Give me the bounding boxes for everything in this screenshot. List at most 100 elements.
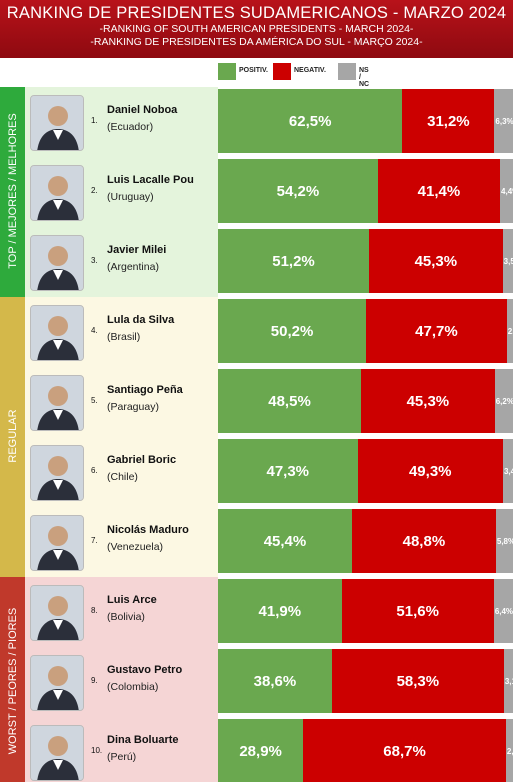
president-name: Luis Lacalle Pou bbox=[107, 174, 194, 186]
rank-number: 4. bbox=[91, 326, 98, 335]
ranking-row: 8. Luis Arce (Bolivia) 41,9% 51,6% 6,4% bbox=[25, 577, 513, 647]
bar-nsnc: 2,1% bbox=[506, 299, 513, 363]
president-name: Dina Boluarte bbox=[107, 734, 179, 746]
bar-nsnc: 3,4% bbox=[502, 439, 513, 503]
stacked-bar: 45,4%48,8%5,8% bbox=[218, 509, 513, 573]
stacked-bar: 48,5% 45,3% 6,2% bbox=[218, 369, 513, 433]
president-country: (Ecuador) bbox=[107, 121, 154, 133]
bar-negative: 47,7% bbox=[366, 299, 507, 363]
bar-positive: 38,6% bbox=[218, 649, 332, 713]
band-strip bbox=[0, 87, 25, 297]
rank-number: 8. bbox=[91, 606, 98, 615]
subtitle-en: -RANKING OF SOUTH AMERICAN PRESIDENTS - … bbox=[99, 23, 414, 35]
ranking-row: 5. Santiago Peña (Paraguay) 48,5% 45,3% 6,2% bbox=[25, 367, 513, 437]
subtitle-pt: -RANKING DE PRESIDENTES DA AMÉRICA DO SU… bbox=[90, 36, 423, 48]
ranking-row: 6. Gabriel Boric (Chile) 47,3%49,3%3,4% bbox=[25, 437, 513, 507]
president-name: Nicolás Maduro bbox=[107, 524, 189, 536]
bar-nsnc: 3,5% bbox=[502, 229, 513, 293]
bar-nsnc: 6,2% bbox=[494, 369, 513, 433]
legend-label: POSITIV. bbox=[239, 67, 268, 74]
legend-label: NEGATIV. bbox=[294, 67, 326, 74]
bar-nsnc: 3,1% bbox=[503, 649, 513, 713]
bar-negative: 49,3% bbox=[357, 439, 503, 503]
ranking-row: 7. Nicolás Maduro (Venezuela) 45,4% 48,8% 5,8… bbox=[25, 507, 513, 577]
rank-number: 7. bbox=[91, 536, 98, 545]
rank-number: 10. bbox=[91, 746, 103, 755]
ranking-row: 2. Luis Lacalle Pou (Uruguay) 54,2% 41,4% 4,4… bbox=[25, 157, 513, 227]
president-country: (Argentina) bbox=[107, 261, 159, 273]
president-name: Gabriel Boric bbox=[107, 454, 177, 466]
stacked-bar: 47,3%49,3%3,4% bbox=[218, 439, 513, 503]
president-country: (Perú) bbox=[107, 751, 137, 763]
bar-negative: 41,4% bbox=[377, 159, 500, 223]
legend-swatch bbox=[218, 63, 236, 80]
bar-negative: 31,2% bbox=[402, 89, 495, 153]
president-photo bbox=[30, 235, 84, 291]
president-photo bbox=[30, 585, 84, 641]
president-country: (Venezuela) bbox=[107, 541, 164, 553]
legend-swatch bbox=[273, 63, 291, 80]
ranking-row: 3. Javier Milei (Argentina) 51,2%45,3%3,5% bbox=[25, 227, 513, 297]
president-photo bbox=[30, 445, 84, 501]
band-strip bbox=[0, 577, 25, 782]
band-label: WORST / PEORES / PIORES bbox=[6, 607, 19, 755]
bar-negative: 51,6% bbox=[341, 579, 494, 643]
president-photo bbox=[30, 725, 84, 781]
president-name: Javier Milei bbox=[107, 244, 167, 256]
president-country: (Colombia) bbox=[107, 681, 159, 693]
bar-positive: 47,3% bbox=[218, 439, 358, 503]
bar-positive: 45,4% bbox=[218, 509, 352, 573]
president-country: (Chile) bbox=[107, 471, 138, 483]
ranking-row: 9. Gustavo Petro (Colombia) 38,6%58,3%3,1% bbox=[25, 647, 513, 717]
president-country: (Uruguay) bbox=[107, 191, 154, 203]
bar-negative: 48,8% bbox=[351, 509, 496, 573]
rank-number: 5. bbox=[91, 396, 98, 405]
bar-positive: 28,9% bbox=[218, 719, 304, 782]
bar-negative: 45,3% bbox=[369, 229, 503, 293]
legend: POSITIV. NEGATIV. NS / NC bbox=[0, 63, 513, 88]
bar-positive: 41,9% bbox=[218, 579, 342, 643]
bar-positive: 54,2% bbox=[218, 159, 378, 223]
bar-nsnc: 4,4% bbox=[500, 159, 513, 223]
president-photo bbox=[30, 305, 84, 361]
bar-positive: 48,5% bbox=[218, 369, 362, 433]
president-country: (Brasil) bbox=[107, 331, 141, 343]
bar-nsnc: 6,4% bbox=[493, 579, 513, 643]
rank-number: 3. bbox=[91, 256, 98, 265]
president-name: Daniel Noboa bbox=[107, 104, 178, 116]
president-photo bbox=[30, 375, 84, 431]
president-name: Gustavo Petro bbox=[107, 664, 183, 676]
band-label: REGULAR bbox=[6, 409, 19, 463]
stacked-bar: 28,9%68,7%2,4% bbox=[218, 719, 513, 782]
bar-negative: 68,7% bbox=[303, 719, 506, 782]
rank-number: 6. bbox=[91, 466, 98, 475]
bar-positive: 51,2% bbox=[218, 229, 370, 293]
stacked-bar: 38,6%58,3%3,1% bbox=[218, 649, 513, 713]
rank-number: 1. bbox=[91, 116, 98, 125]
bar-nsnc: 2,4% bbox=[505, 719, 513, 782]
legend-label: NS / NC bbox=[359, 67, 370, 88]
president-photo bbox=[30, 655, 84, 711]
bar-positive: 62,5% bbox=[218, 89, 403, 153]
chart-title: RANKING DE PRESIDENTES SUDAMERICANOS - M… bbox=[6, 4, 507, 22]
ranking-row: 1. Daniel Noboa (Ecuador) 62,5% 31,2% 6,3% bbox=[25, 87, 513, 157]
president-country: (Paraguay) bbox=[107, 401, 159, 413]
stacked-bar: 41,9% 51,6% 6,4% bbox=[218, 579, 513, 643]
band-label: TOP / MEJORES / MELHORES bbox=[6, 113, 19, 269]
legend-swatch bbox=[338, 63, 356, 80]
rank-number: 2. bbox=[91, 186, 98, 195]
stacked-bar: 51,2%45,3%3,5% bbox=[218, 229, 513, 293]
rank-number: 9. bbox=[91, 676, 98, 685]
president-name: Lula da Silva bbox=[107, 314, 175, 326]
president-photo bbox=[30, 515, 84, 571]
ranking-row: 4. Lula da Silva (Brasil) 50,2%47,7%2,1% bbox=[25, 297, 513, 367]
president-country: (Bolivia) bbox=[107, 611, 145, 623]
president-photo bbox=[30, 165, 84, 221]
stacked-bar: 62,5% 31,2% 6,3% bbox=[218, 89, 513, 153]
stacked-bar: 50,2%47,7%2,1% bbox=[218, 299, 513, 363]
bar-nsnc: 6,3% bbox=[494, 89, 513, 153]
stacked-bar: 54,2%41,4%4,4% bbox=[218, 159, 513, 223]
president-name: Santiago Peña bbox=[107, 384, 183, 396]
ranking-row: 10. Dina Boluarte (Perú) 28,9%68,7%2,4% bbox=[25, 717, 513, 782]
bar-negative: 58,3% bbox=[331, 649, 504, 713]
